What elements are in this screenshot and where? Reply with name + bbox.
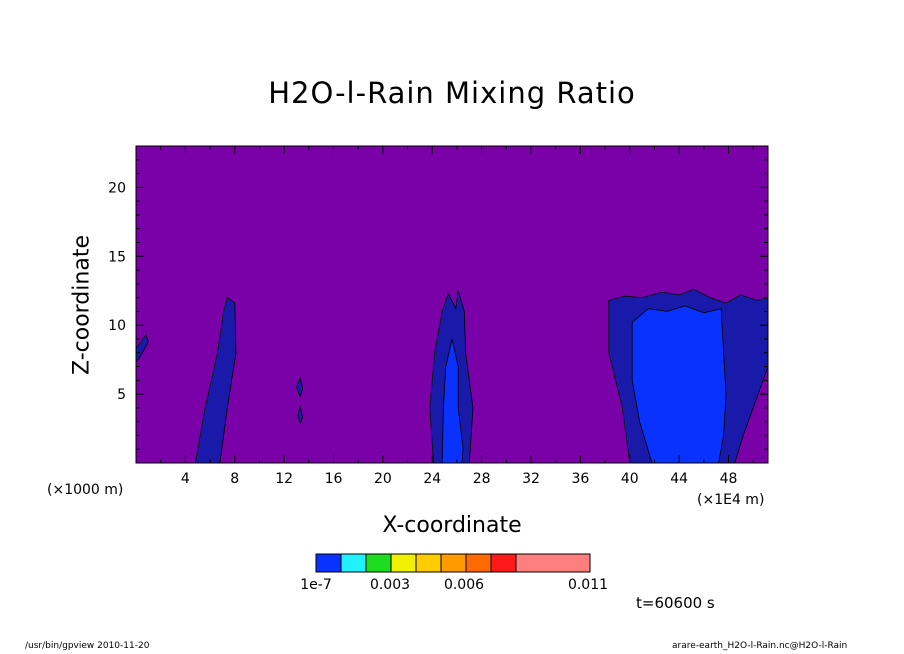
colorbar-label: 0.006 (444, 577, 484, 593)
colorbar-swatch (415, 553, 442, 573)
colorbar-label: 1e-7 (300, 577, 331, 593)
colorbar-swatch (340, 553, 367, 573)
contour-region-low (136, 334, 149, 363)
colorbar-swatch (515, 553, 591, 573)
x-tick-label: 28 (473, 471, 491, 487)
x-tick-label: 8 (230, 471, 239, 487)
x-axis-label: X-coordinate (382, 513, 522, 538)
colorbar-swatch (490, 553, 517, 573)
y-axis-unit: (×1000 m) (47, 482, 124, 498)
contour-region-mid (441, 338, 464, 463)
chart-title: H2O-l-Rain Mixing Ratio (268, 76, 636, 110)
colorbar-label: 0.011 (568, 577, 608, 593)
y-tick-label: 10 (108, 318, 126, 334)
footer-left: /usr/bin/gpview 2010-11-20 (25, 641, 150, 651)
contour-region-mid (631, 305, 727, 463)
colorbar-swatch (365, 553, 392, 573)
x-tick-label: 20 (374, 471, 392, 487)
y-tick-label: 5 (117, 387, 126, 403)
contour-region-low (297, 406, 303, 424)
y-axis-label: Z-coordinate (69, 235, 95, 375)
colorbar-swatch (315, 553, 342, 573)
colorbar-label: 0.003 (370, 577, 410, 593)
x-tick-label: 36 (571, 471, 589, 487)
x-tick-label: 32 (522, 471, 540, 487)
x-tick-label: 4 (181, 471, 190, 487)
contour-group (136, 288, 768, 463)
x-tick-label: 48 (720, 471, 738, 487)
x-tick-label: 40 (621, 471, 639, 487)
x-tick-label: 16 (325, 471, 343, 487)
x-axis-unit: (×1E4 m) (697, 492, 765, 508)
plot-frame (135, 145, 769, 464)
colorbar-swatch (440, 553, 467, 573)
x-tick-label: 44 (670, 471, 688, 487)
colorbar-swatch (390, 553, 417, 573)
x-tick-label: 24 (423, 471, 441, 487)
time-label: t=60600 s (636, 594, 715, 612)
contour-region-low (194, 297, 237, 463)
contour-region-low (296, 377, 303, 398)
colorbar-swatch (465, 553, 492, 573)
footer-right: arare-earth_H2O-l-Rain.nc@H2O-l-Rain (672, 641, 848, 651)
x-tick-label: 12 (275, 471, 293, 487)
y-tick-label: 15 (108, 249, 126, 265)
y-tick-label: 20 (108, 180, 126, 196)
